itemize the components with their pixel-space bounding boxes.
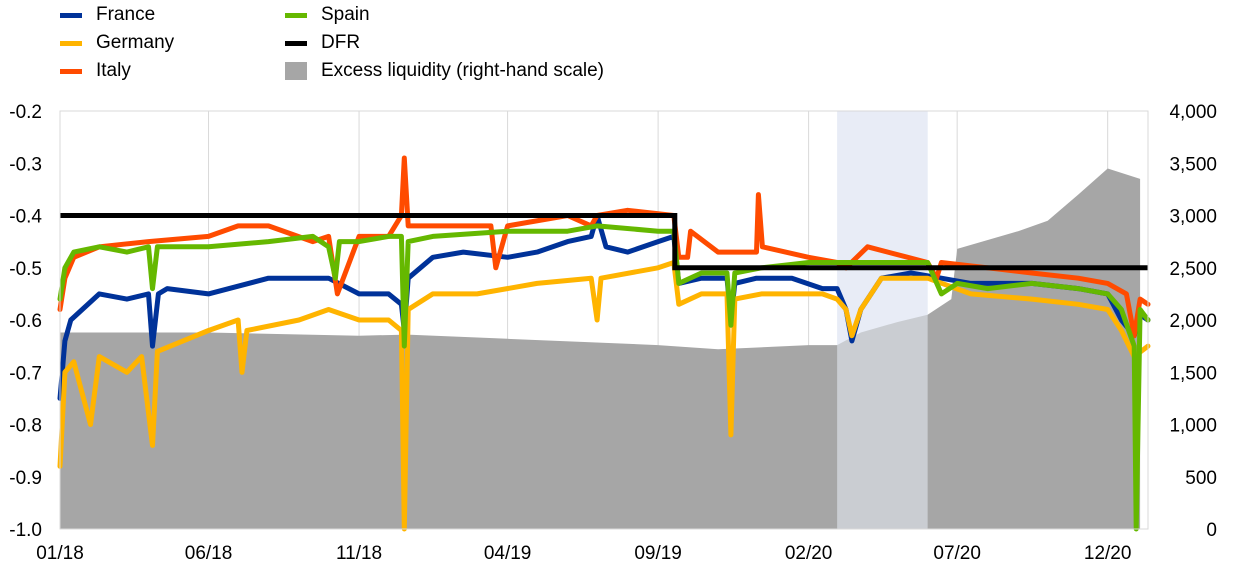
y-right-tick-label: 500 [1185, 468, 1217, 489]
legend-item: France [60, 2, 155, 28]
legend-swatch [285, 62, 307, 80]
y-left-tick-label: -0.5 [9, 259, 42, 280]
legend-swatch [60, 40, 82, 46]
y-left-tick-label: -1.0 [9, 520, 42, 541]
legend-swatch [60, 68, 82, 74]
legend-swatch [285, 12, 307, 18]
legend-label: Germany [96, 32, 175, 53]
x-tick-label: 09/19 [634, 543, 682, 564]
x-tick-label: 02/20 [785, 543, 833, 564]
series-line-france [57, 213, 1151, 401]
y-left-tick-label: -0.6 [9, 311, 42, 332]
legend-label: Excess liquidity (right-hand scale) [321, 60, 605, 81]
legend-swatch [285, 40, 307, 46]
legend-label: France [96, 4, 156, 25]
y-left-tick-label: -0.2 [9, 102, 42, 123]
legend-label: DFR [321, 32, 361, 53]
y-left-tick-label: -0.8 [9, 416, 42, 437]
y-left-tick-label: -0.9 [9, 468, 42, 489]
y-left-tick-label: -0.7 [9, 363, 42, 384]
y-right-tick-label: 1,500 [1169, 363, 1217, 384]
legend-label: Italy [96, 60, 131, 81]
x-tick-label: 06/18 [185, 543, 233, 564]
y-right-tick-label: 3,000 [1169, 207, 1217, 228]
y-right-tick-label: 1,000 [1169, 416, 1217, 437]
y-right-tick-label: 4,000 [1169, 102, 1217, 123]
y-right-tick-label: 0 [1206, 520, 1217, 541]
x-tick-label: 04/19 [484, 543, 532, 564]
series-line-dfr [60, 213, 1148, 271]
legend-label: Spain [321, 4, 370, 25]
x-tick-label: 01/18 [36, 543, 84, 564]
series-line-spain [57, 223, 1151, 532]
legend-swatch [60, 12, 82, 18]
y-right-tick-label: 3,500 [1169, 154, 1217, 175]
chart-legend: France Germany Italy Spain DFR Excess liquidi… [60, 2, 700, 86]
y-right-tick-label: 2,500 [1169, 259, 1217, 280]
legend-item: Italy [60, 58, 131, 84]
x-tick-label: 12/20 [1084, 543, 1132, 564]
legend-item: DFR [285, 30, 360, 56]
legend-item: Spain [285, 2, 370, 28]
x-tick-label: 07/20 [933, 543, 981, 564]
y-left-tick-label: -0.3 [9, 154, 42, 175]
y-left-tick-label: -0.4 [9, 207, 42, 228]
y-right-tick-label: 2,000 [1169, 311, 1217, 332]
x-tick-label: 11/18 [336, 543, 382, 564]
legend-item: Germany [60, 30, 174, 56]
plot-border [59, 110, 1149, 530]
legend-item: Excess liquidity (right-hand scale) [285, 58, 604, 84]
shaded-period-overlay [837, 111, 928, 529]
series-line-germany [57, 260, 1151, 532]
